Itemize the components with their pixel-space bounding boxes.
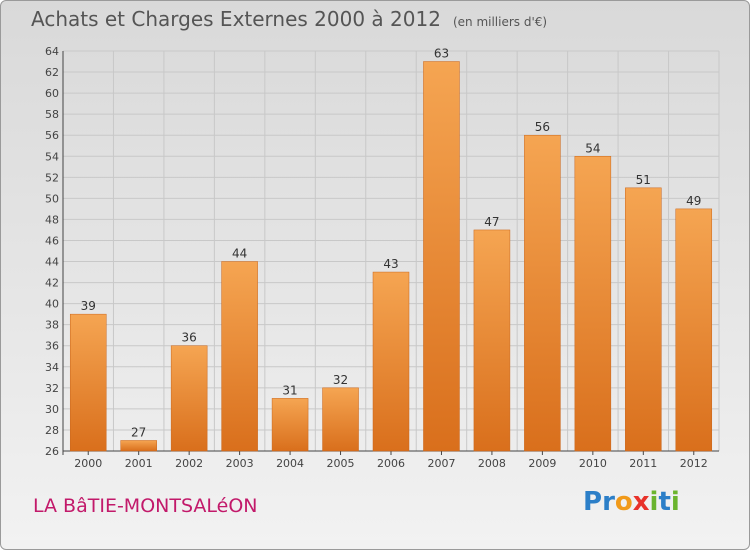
data-label: 49: [686, 194, 701, 208]
logo-letter: x: [632, 487, 650, 517]
bar: [372, 271, 410, 452]
bar: [675, 208, 713, 452]
y-tick-label: 58: [45, 108, 59, 121]
y-tick-label: 46: [45, 234, 59, 247]
data-label: 47: [484, 215, 499, 229]
chart-title-text: Achats et Charges Externes 2000 à 2012: [31, 7, 441, 31]
data-label: 56: [535, 120, 550, 134]
y-tick-label: 26: [45, 445, 59, 458]
x-tick-label: 2002: [175, 457, 203, 470]
y-tick-label: 44: [45, 256, 59, 269]
x-tick-label: 2001: [125, 457, 153, 470]
bar: [423, 61, 460, 452]
data-label: 54: [585, 141, 600, 155]
y-tick-label: 30: [45, 403, 59, 416]
x-tick-label: 2000: [74, 457, 102, 470]
location-name: LA BâTIE-MONTSALéON: [33, 495, 258, 517]
x-tick-label: 2006: [377, 457, 405, 470]
x-tick-label: 2005: [327, 457, 355, 470]
bar: [322, 387, 359, 452]
x-tick-label: 2003: [226, 457, 254, 470]
x-tick-label: 2008: [478, 457, 506, 470]
y-tick-label: 42: [45, 277, 59, 290]
logo-letter: i: [670, 487, 680, 517]
chart-subtitle: (en milliers d'€): [452, 15, 548, 29]
y-tick-label: 64: [45, 45, 59, 58]
data-label: 44: [232, 247, 247, 261]
data-label: 31: [282, 383, 297, 397]
y-tick-label: 62: [45, 66, 59, 79]
y-tick-label: 28: [45, 424, 59, 437]
bar: [120, 440, 157, 452]
x-tick-label: 2009: [528, 457, 556, 470]
logo-letter: i: [649, 487, 659, 517]
y-tick-label: 48: [45, 213, 59, 226]
bar: [69, 313, 107, 452]
y-tick-label: 34: [45, 361, 59, 374]
data-label: 27: [131, 425, 146, 439]
proxiti-logo: Proxiti: [583, 487, 680, 517]
logo-letter: P: [583, 487, 603, 517]
data-label: 43: [383, 257, 398, 271]
bar: [574, 156, 612, 452]
y-tick-label: 50: [45, 192, 59, 205]
x-tick-label: 2010: [579, 457, 607, 470]
x-tick-label: 2011: [629, 457, 657, 470]
bar: [170, 345, 208, 452]
y-tick-label: 52: [45, 171, 59, 184]
y-tick-label: 32: [45, 382, 59, 395]
data-label: 39: [81, 299, 96, 313]
y-tick-label: 36: [45, 340, 59, 353]
data-label: 51: [636, 173, 651, 187]
y-tick-label: 54: [45, 150, 59, 163]
y-tick-label: 38: [45, 319, 59, 332]
data-label: 36: [182, 331, 197, 345]
bar: [524, 134, 561, 452]
data-label: 63: [434, 47, 449, 61]
y-tick-label: 56: [45, 129, 59, 142]
bars: [69, 61, 713, 452]
logo-letter: r: [602, 487, 615, 517]
x-tick-label: 2012: [680, 457, 708, 470]
bar: [271, 398, 309, 452]
y-tick-label: 40: [45, 298, 59, 311]
bar: [473, 229, 511, 452]
x-tick-label: 2004: [276, 457, 304, 470]
labels: 26 28 30 32 34 36 38 40 42 44 46 48 50 52 54 56 58 60 62 64…: [45, 45, 708, 470]
logo-letter: t: [658, 487, 671, 517]
data-label: 32: [333, 373, 348, 387]
bar: [625, 187, 662, 452]
x-tick-label: 2007: [427, 457, 455, 470]
logo-letter: o: [614, 487, 633, 517]
bar: [221, 261, 258, 452]
y-tick-label: 60: [45, 87, 59, 100]
chart-title: Achats et Charges Externes 2000 à 2012 (e…: [31, 7, 547, 31]
